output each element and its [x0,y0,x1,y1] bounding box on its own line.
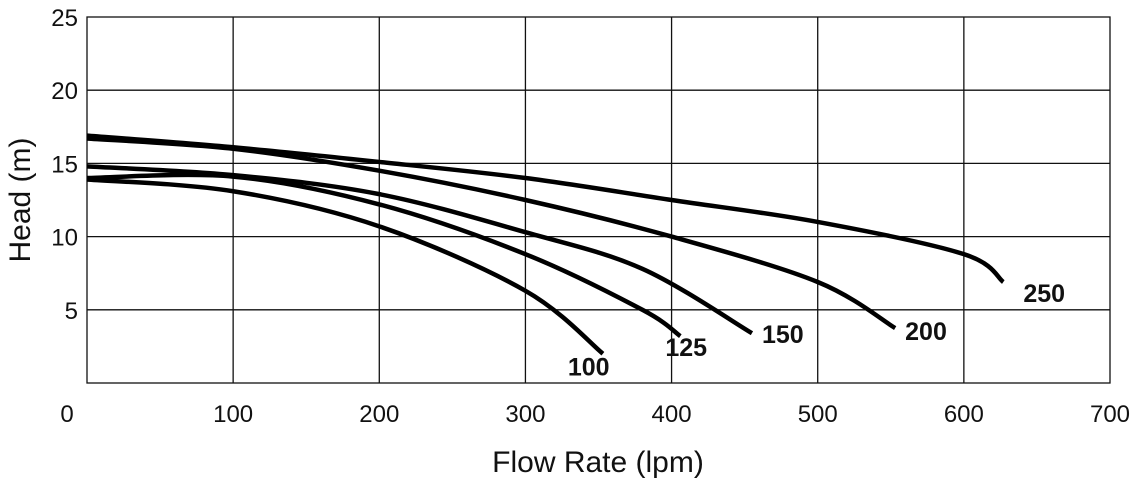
x-tick-label: 400 [652,401,692,428]
curves [86,133,1005,356]
plot-frame [86,16,1111,384]
x-tick-label: 300 [505,401,545,428]
curve-150 [86,164,754,336]
curve-label-150: 150 [762,321,804,349]
curve-125 [86,172,682,339]
curve-labels: 100 125 150 200 250 [568,280,1065,382]
curve-label-100: 100 [568,354,610,382]
curve-200 [86,136,897,331]
y-tick-label: 5 [65,298,78,325]
y-tick-label: 25 [51,5,78,32]
x-axis-label: Flow Rate (lpm) [492,446,704,479]
y-tick-label: 15 [51,151,78,178]
y-axis-label: Head (m) [4,137,37,262]
x-tick-label: 500 [798,401,838,428]
curve-250 [86,133,1005,284]
x-tick-label: 600 [944,401,984,428]
curve-100 [86,177,605,356]
x-tick-label: 200 [359,401,399,428]
grid [86,16,1111,384]
x-tick-label: 0 [60,401,73,428]
curve-label-200: 200 [905,318,947,346]
y-tick-label: 10 [51,225,78,252]
tick-labels: 0 100 200 300 400 500 600 700 5 10 15 20 25 [51,5,1130,428]
curve-label-250: 250 [1023,280,1065,308]
x-tick-label: 700 [1090,401,1130,428]
x-tick-label: 100 [213,401,253,428]
y-tick-label: 20 [51,78,78,105]
curve-label-125: 125 [665,334,707,362]
